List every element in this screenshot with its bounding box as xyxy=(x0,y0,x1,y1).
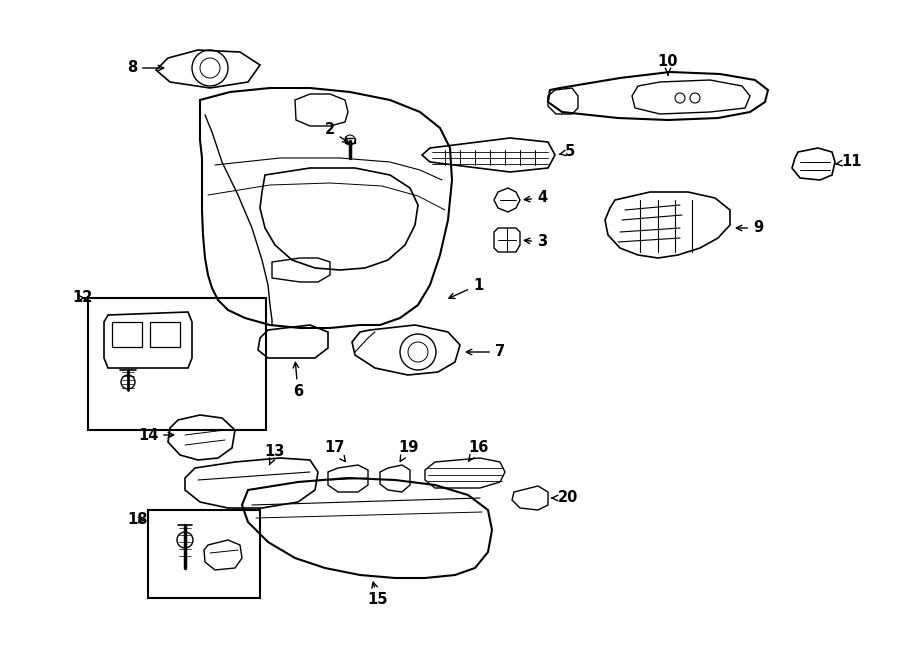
Text: 10: 10 xyxy=(658,54,679,75)
Text: 4: 4 xyxy=(525,190,547,206)
Text: 15: 15 xyxy=(368,582,388,607)
Text: 6: 6 xyxy=(292,362,303,399)
Text: 9: 9 xyxy=(736,221,763,235)
Text: 1: 1 xyxy=(449,278,483,298)
Text: 17: 17 xyxy=(325,440,346,461)
Text: 2: 2 xyxy=(325,122,348,143)
Text: 5: 5 xyxy=(559,145,575,159)
Text: 16: 16 xyxy=(468,440,488,461)
Text: 11: 11 xyxy=(836,155,862,169)
Text: 3: 3 xyxy=(525,235,547,249)
Text: 19: 19 xyxy=(398,440,418,461)
Text: 13: 13 xyxy=(265,444,285,465)
Text: 20: 20 xyxy=(552,490,578,506)
Text: 12: 12 xyxy=(72,290,92,305)
Text: 8: 8 xyxy=(127,61,164,75)
Text: 7: 7 xyxy=(466,344,505,360)
Text: 14: 14 xyxy=(138,428,174,442)
Text: 18: 18 xyxy=(128,512,148,527)
